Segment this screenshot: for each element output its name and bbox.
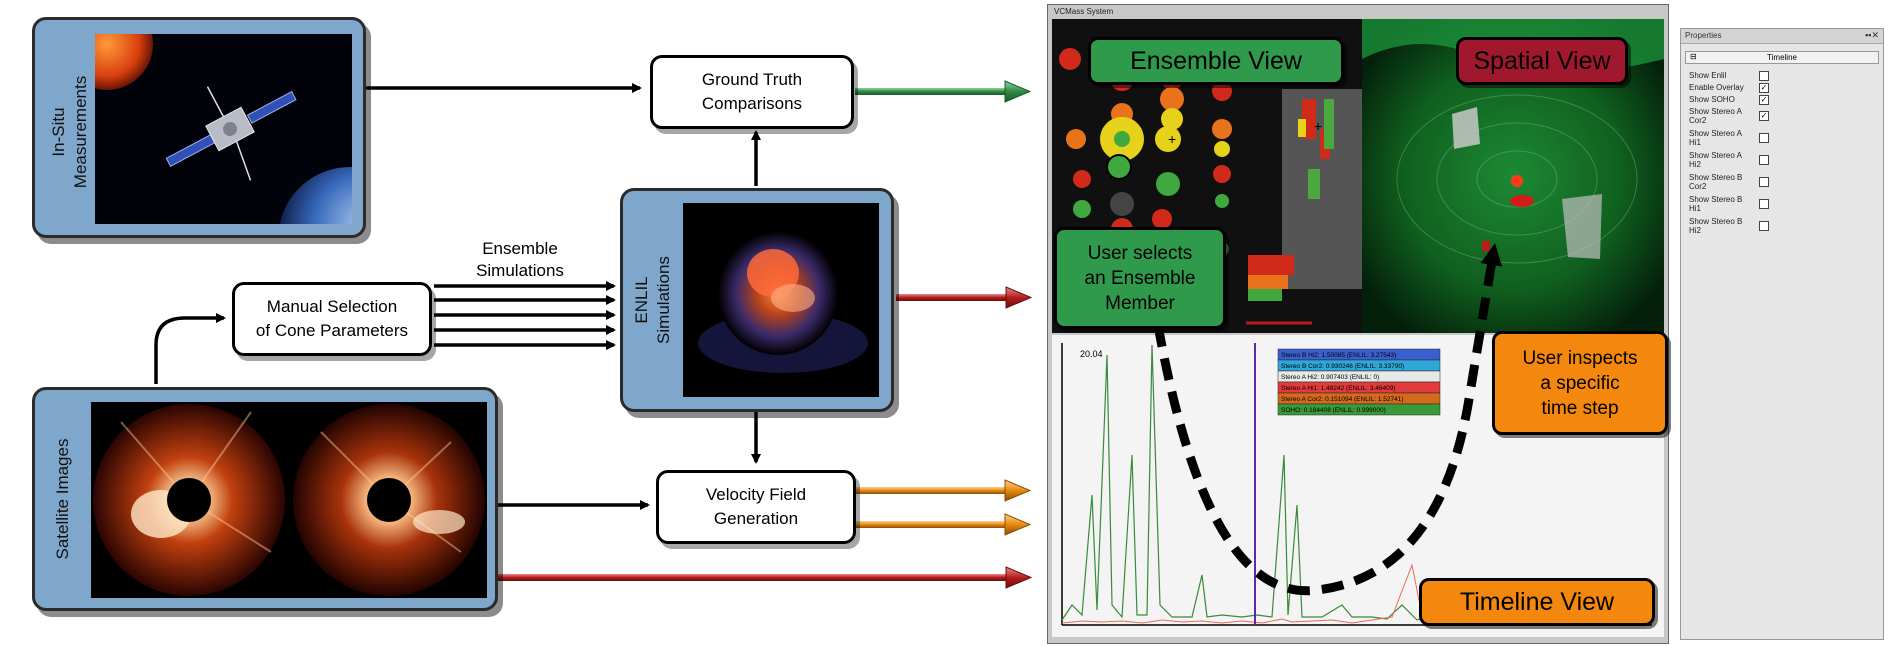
property-checkbox[interactable] — [1759, 177, 1769, 187]
property-checkbox[interactable] — [1759, 199, 1769, 209]
property-label: Show Stereo A Cor2 — [1689, 107, 1742, 125]
arrow-satellite-manual — [154, 313, 226, 384]
legend-row-text: Stereo B Cor2: 0.930246 (ENLIL: 3.33790) — [1281, 363, 1404, 370]
property-label: Show SOHO — [1689, 95, 1735, 104]
properties-title: Properties — [1685, 31, 1722, 40]
in-situ-image — [95, 34, 352, 224]
arrow-orange-velocity-2 — [855, 513, 1032, 536]
property-checkbox[interactable] — [1759, 155, 1769, 165]
ground-truth-box: Ground Truth Comparisons — [650, 55, 854, 129]
enlil-label: ENLIL Simulations — [632, 256, 673, 344]
property-checkbox[interactable] — [1759, 221, 1769, 231]
legend-row — [1277, 403, 1441, 416]
window-controls-icon[interactable]: ▪▪✕ — [1865, 30, 1879, 40]
properties-panel: Properties ▪▪✕ ⊟ Timeline Show Enlil Enab… — [1680, 28, 1884, 640]
manual-selection-box: Manual Selection of Cone Parameters — [232, 282, 432, 356]
user-interaction-arrow — [1153, 243, 1503, 596]
property-checkbox[interactable] — [1759, 133, 1769, 143]
property-label: Show Enlil — [1689, 71, 1727, 80]
satellite-images — [91, 402, 487, 598]
property-label: Show Stereo A Hi2 — [1689, 151, 1742, 169]
svg-text:+: + — [1314, 118, 1322, 134]
property-label: Show Stereo B Cor2 — [1689, 173, 1743, 191]
enlil-image — [683, 203, 879, 397]
timeline-value: 20.04 — [1080, 349, 1103, 359]
legend-row-text: SOHO: 0.184408 (ENLIL: 0.999000) — [1281, 407, 1386, 414]
satellite-panel: Satellite Images — [32, 387, 498, 611]
legend-row-text: Stereo A Cor2: 0.151094 (ENLIL: 1.52741) — [1281, 396, 1404, 403]
properties-header[interactable]: ⊟ Timeline — [1685, 51, 1879, 64]
window-title: VCMass System — [1054, 7, 1114, 16]
properties-title-bar: Properties ▪▪✕ — [1681, 29, 1883, 44]
timeline-legend: Stereo B Hi2: 1.50085 (ENLIL: 3.27543) St… — [1277, 348, 1441, 416]
property-label: Show Stereo B Hi2 — [1689, 217, 1743, 235]
ensemble-view-tag: Ensemble View — [1088, 37, 1344, 85]
spatial-view-tag: Spatial View — [1456, 37, 1628, 85]
properties-header-label: Timeline — [1767, 53, 1797, 62]
vcmass-window: VCMass System + + — [1047, 4, 1669, 644]
property-checkbox[interactable]: ✓ — [1759, 111, 1769, 121]
property-label: Show Stereo A Hi1 — [1689, 129, 1742, 147]
arrow-red-satellite — [496, 566, 1033, 589]
user-selects-tag: User selects an Ensemble Member — [1054, 227, 1226, 329]
property-checkbox[interactable]: ✓ — [1759, 95, 1769, 105]
arrow-orange-velocity-1 — [855, 479, 1032, 502]
in-situ-panel: In-Situ Measurements — [32, 17, 366, 238]
property-checkbox[interactable] — [1759, 71, 1769, 81]
legend-row-text: Stereo A Hi2: 0.907403 (ENLIL: 0) — [1281, 374, 1379, 381]
arrow-red-enlil — [896, 286, 1033, 309]
property-checkbox[interactable]: ✓ — [1759, 83, 1769, 93]
in-situ-label: In-Situ Measurements — [49, 75, 90, 189]
property-label: Enable Overlay — [1689, 83, 1744, 92]
ensemble-simulations-label: Ensemble Simulations — [476, 239, 564, 280]
property-label: Show Stereo B Hi1 — [1689, 195, 1743, 213]
arrow-green-groundtruth — [855, 80, 1032, 103]
satellite-label: Satellite Images — [53, 438, 72, 560]
enlil-panel: ENLIL Simulations — [620, 188, 894, 412]
legend-row-text: Stereo A Hi1: 1.48242 (ENLIL: 3.46409) — [1281, 385, 1396, 392]
timeline-view-tag: Timeline View — [1419, 578, 1655, 626]
user-inspects-tag: User inspects a specific time step — [1492, 331, 1668, 435]
velocity-field-box: Velocity Field Generation — [656, 470, 856, 544]
collapse-icon[interactable]: ⊟ — [1690, 52, 1697, 61]
legend-row-text: Stereo B Hi2: 1.50085 (ENLIL: 3.27543) — [1281, 352, 1396, 359]
svg-text:+: + — [1168, 131, 1176, 147]
